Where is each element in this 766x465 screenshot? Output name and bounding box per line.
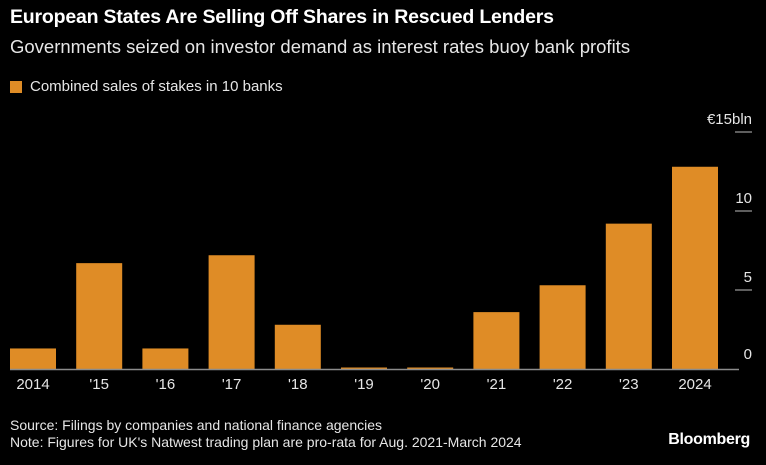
legend-swatch	[10, 80, 22, 93]
y-tick-label: 0	[744, 346, 752, 363]
x-tick-label: 2014	[16, 376, 49, 393]
x-tick-label: '22	[553, 376, 573, 393]
footnote: Note: Figures for UK's Natwest trading p…	[10, 434, 522, 450]
bar	[142, 348, 189, 369]
x-tick-label: '19	[354, 376, 374, 393]
bloomberg-logo: Bloomberg	[668, 431, 750, 448]
y-tick-label: €15bln	[707, 111, 752, 128]
bar	[274, 324, 321, 369]
bar	[473, 312, 520, 369]
bar	[341, 367, 387, 369]
x-tick-label: '17	[222, 376, 242, 393]
bar	[672, 166, 718, 369]
bar	[76, 263, 123, 369]
bar	[539, 285, 586, 369]
chart-title: European States Are Selling Off Shares i…	[10, 6, 554, 28]
x-tick-label: '15	[89, 376, 109, 393]
x-tick-label: '21	[487, 376, 507, 393]
y-tick-label: 5	[744, 269, 752, 286]
bar	[407, 367, 454, 369]
chart-subtitle: Governments seized on investor demand as…	[10, 36, 631, 57]
x-tick-label: '18	[288, 376, 308, 393]
source-note: Source: Filings by companies and nationa…	[10, 417, 383, 433]
legend: Combined sales of stakes in 10 banks	[10, 78, 283, 95]
x-tick-label: '20	[420, 376, 440, 393]
y-tick-label: 10	[735, 190, 752, 207]
x-tick-label: '23	[619, 376, 639, 393]
bar	[208, 255, 255, 369]
x-tick-label: '16	[156, 376, 176, 393]
x-tick-label: 2024	[678, 376, 711, 393]
legend-label: Combined sales of stakes in 10 banks	[30, 78, 283, 95]
bar	[605, 223, 652, 369]
bar	[10, 348, 56, 369]
